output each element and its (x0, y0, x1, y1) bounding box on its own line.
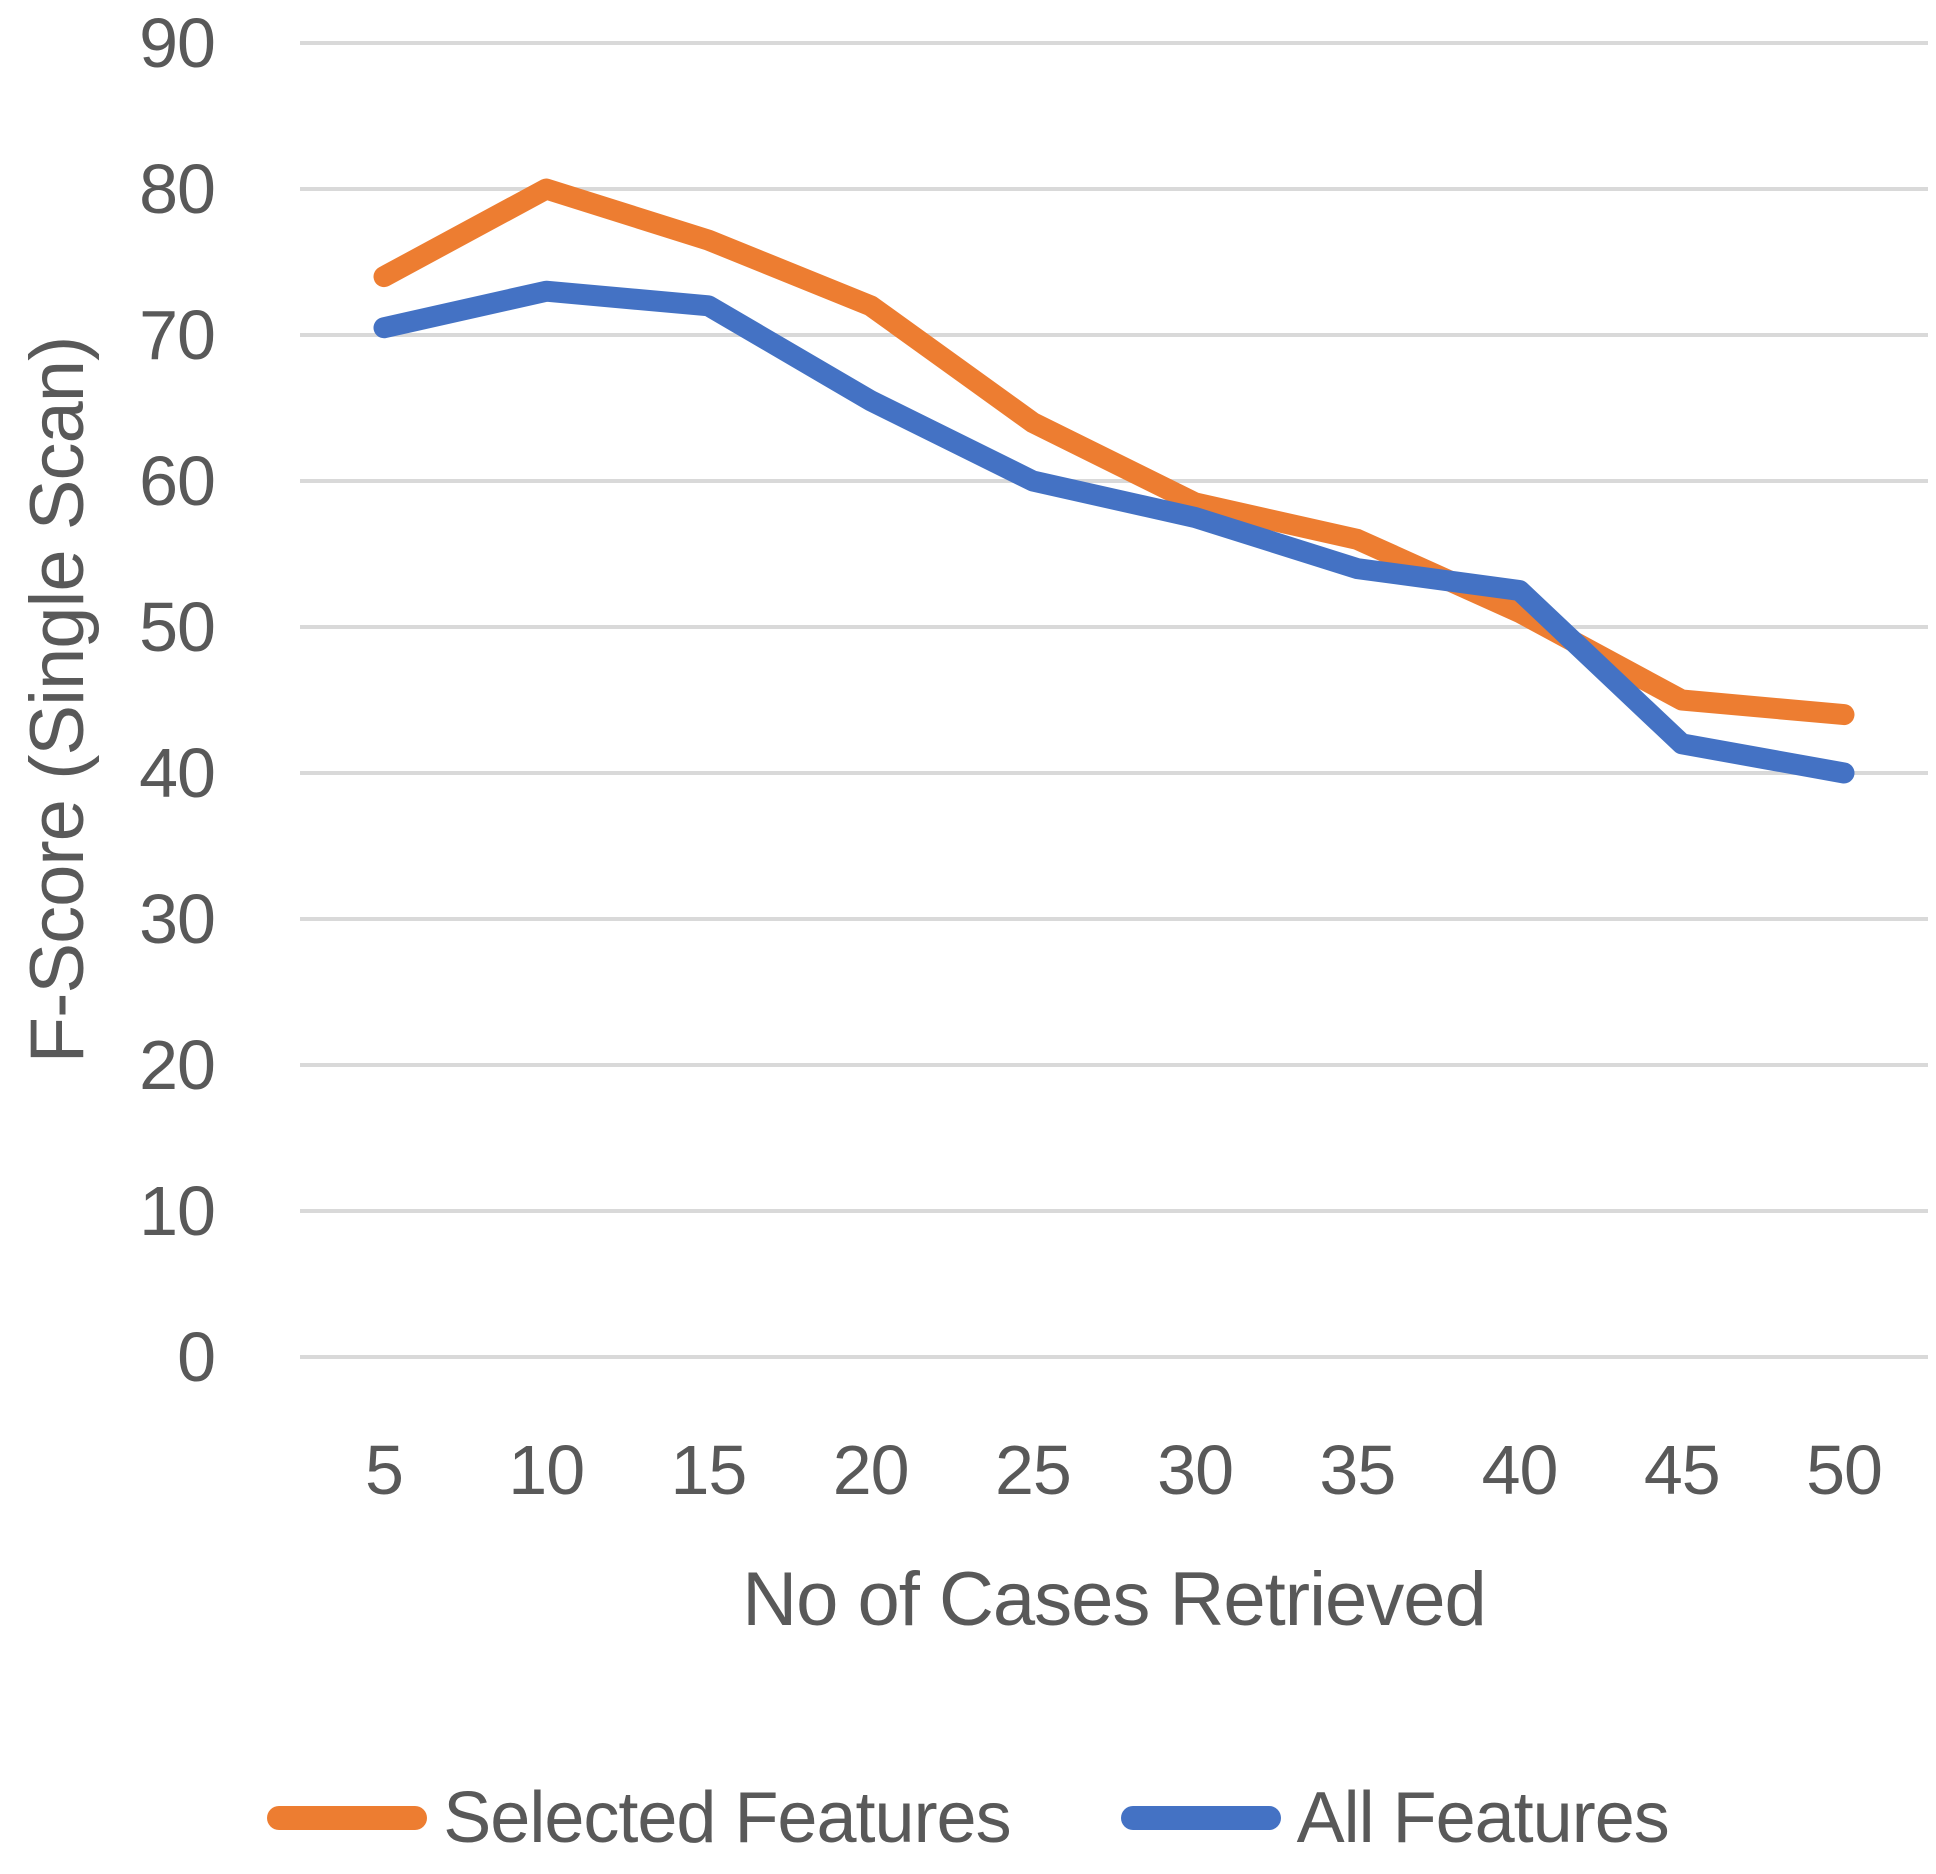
y-tick-label-40: 40 (139, 734, 215, 812)
y-tick-label-0: 0 (177, 1318, 215, 1396)
x-tick-label-50: 50 (1806, 1431, 1882, 1509)
x-tick-label-20: 20 (833, 1431, 909, 1509)
x-tick-label-5: 5 (365, 1431, 403, 1509)
y-tick-label-50: 50 (139, 588, 215, 666)
y-tick-label-70: 70 (139, 296, 215, 374)
y-axis-title: F-Score (Single Scan) (15, 336, 100, 1064)
chart-legend: Selected Features All Features (0, 1768, 1936, 1868)
y-tick-label-60: 60 (139, 442, 215, 520)
x-tick-label-45: 45 (1644, 1431, 1720, 1509)
y-tick-label-10: 10 (139, 1172, 215, 1250)
x-tick-label-15: 15 (671, 1431, 747, 1509)
legend-entry-all-features: All Features (1120, 1777, 1670, 1859)
x-tick-label-35: 35 (1319, 1431, 1395, 1509)
selected-features-line-swatch (267, 1806, 428, 1830)
y-tick-label-30: 30 (139, 880, 215, 958)
x-tick-label-25: 25 (995, 1431, 1071, 1509)
y-tick-label-90: 90 (139, 4, 215, 82)
x-tick-label-40: 40 (1482, 1431, 1558, 1509)
x-tick-label-30: 30 (1157, 1431, 1233, 1509)
x-axis-title: No of Cases Retrieved (742, 1557, 1487, 1642)
series-line-all-features (373, 280, 1855, 784)
x-tick-label-10: 10 (508, 1431, 584, 1509)
y-tick-label-20: 20 (139, 1026, 215, 1104)
y-tick-label-80: 80 (139, 150, 215, 228)
series-line-selected-features (373, 178, 1855, 726)
legend-entry-selected-features: Selected Features (267, 1777, 1012, 1859)
all-features-line-swatch (1120, 1806, 1281, 1830)
legend-label-all-features: All Features (1296, 1778, 1670, 1858)
legend-label-selected-features: Selected Features (443, 1778, 1011, 1858)
